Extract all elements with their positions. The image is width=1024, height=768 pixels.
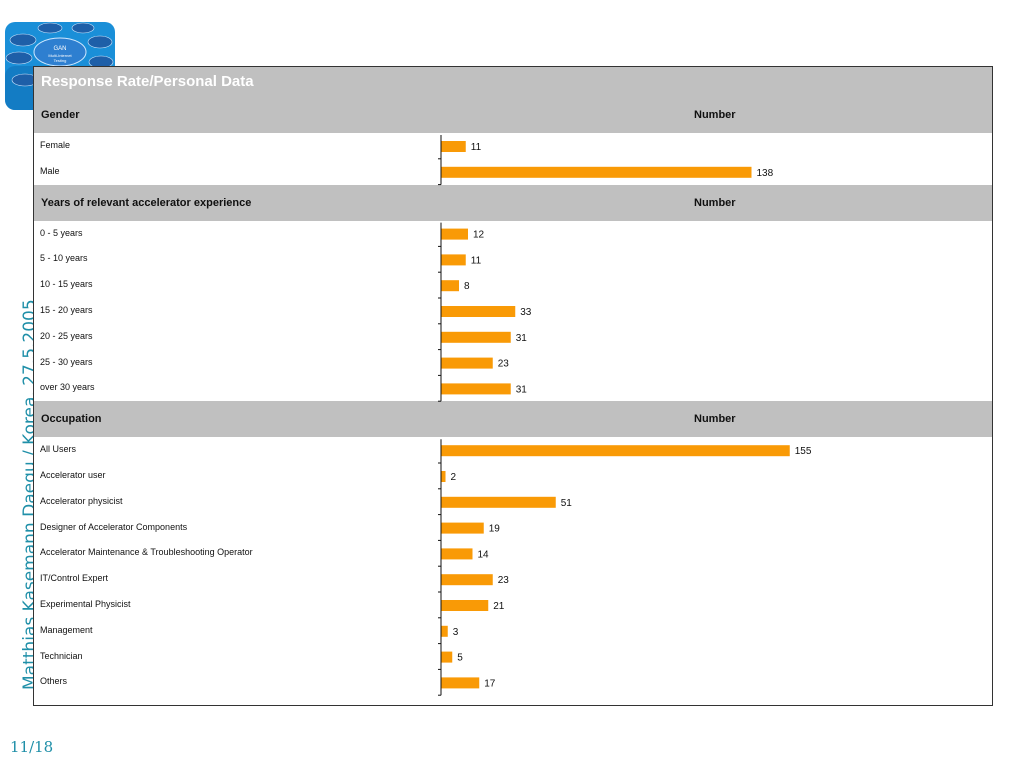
category-label: 5 - 10 years (40, 253, 88, 264)
data-label: 138 (757, 168, 774, 179)
data-label: 155 (795, 446, 812, 457)
data-label: 3 (453, 627, 459, 638)
category-label: Accelerator user (40, 470, 106, 480)
bar (441, 383, 511, 395)
category-label: All Users (40, 444, 77, 455)
section-header-label: Years of relevant accelerator experience (41, 196, 252, 209)
data-label: 17 (484, 678, 496, 689)
category-label: over 30 years (40, 382, 95, 393)
chart-frame: Response Rate/Personal Data Gender Number… (33, 66, 993, 706)
category-label: Others (40, 676, 68, 687)
bar (441, 574, 493, 586)
bar (441, 471, 446, 482)
section-header-label: Occupation (41, 413, 102, 426)
bar (441, 306, 516, 317)
section-value-header: Number (694, 196, 736, 209)
data-label: 12 (473, 230, 485, 241)
category-label: Management (40, 624, 93, 635)
category-label: Male (40, 165, 60, 176)
section-header: Years of relevant accelerator experience… (34, 184, 992, 221)
bar (441, 166, 752, 178)
page-number: 11/18 (10, 738, 54, 756)
category-label: Female (40, 140, 71, 150)
category-label: 25 - 30 years (40, 356, 93, 367)
section-header-label: Gender (41, 109, 80, 121)
category-label: 20 - 25 years (40, 330, 93, 341)
svg-text:Multi-Internet: Multi-Internet (48, 53, 72, 58)
data-label: 8 (464, 281, 470, 292)
category-label: Experimental Physicist (40, 599, 131, 609)
category-label: IT/Control Expert (40, 573, 109, 584)
chart-title: Response Rate/Personal Data (34, 67, 992, 97)
data-label: 31 (516, 384, 528, 395)
category-label: 10 - 15 years (40, 279, 93, 290)
data-label: 14 (478, 549, 490, 560)
category-label: 15 - 20 years (40, 305, 93, 315)
bar (441, 228, 468, 240)
section-header: Gender Number (34, 97, 992, 133)
section-value-header: Number (694, 109, 736, 121)
bar (441, 445, 790, 457)
category-label: Accelerator Maintenance & Troubleshootin… (40, 547, 253, 558)
category-label: 0 - 5 years (40, 227, 83, 238)
data-label: 23 (498, 575, 510, 586)
data-label: 19 (489, 524, 501, 535)
data-label: 23 (498, 359, 510, 370)
section-header: Occupation Number (34, 401, 992, 438)
section-value-header: Number (694, 413, 736, 426)
data-label: 33 (520, 307, 532, 318)
data-label: 31 (516, 333, 528, 344)
svg-text:Testing: Testing (54, 58, 67, 63)
data-label: 21 (493, 601, 505, 612)
category-label: Technician (40, 650, 83, 661)
bar (441, 496, 556, 508)
bar (441, 651, 453, 663)
logo-center-text: GAN (53, 46, 66, 52)
data-label: 11 (471, 142, 482, 153)
category-label: Designer of Accelerator Components (40, 521, 188, 532)
data-label: 5 (457, 653, 463, 664)
bar (441, 600, 489, 611)
bar (441, 254, 466, 266)
bar (441, 141, 466, 152)
data-label: 11 (471, 255, 482, 266)
category-label: Accelerator physicist (40, 495, 123, 506)
bar (441, 625, 448, 637)
bar (441, 357, 493, 369)
bar (441, 522, 484, 534)
bar (441, 280, 459, 292)
bar (441, 331, 511, 343)
bars-svg: 11 138 12 11 8 33 31 23 31 155 2 51 19 14 23 21 3 5 17 (438, 135, 812, 696)
bar (441, 548, 473, 560)
data-label: 2 (451, 472, 457, 483)
data-label: 51 (561, 498, 573, 509)
bar (441, 677, 480, 689)
